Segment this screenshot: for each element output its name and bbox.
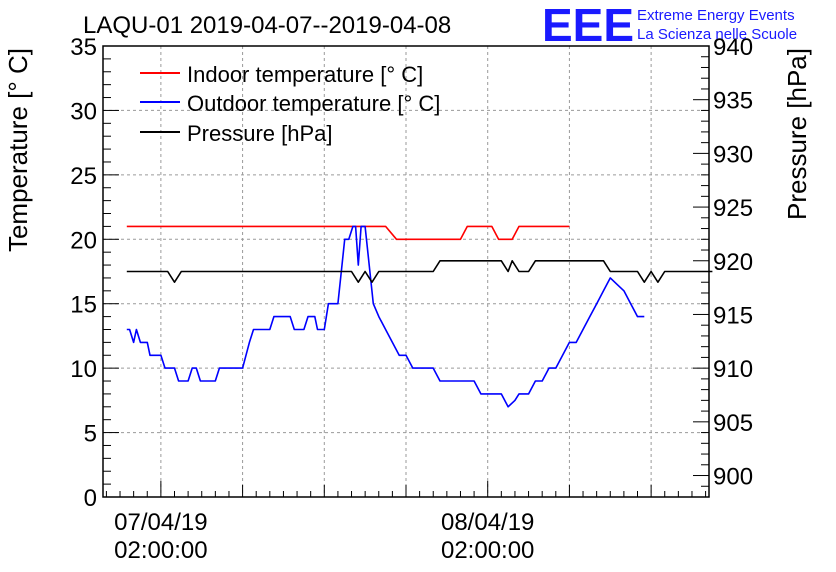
y-tick-label: 35	[70, 34, 97, 61]
y-right-tick-label: 905	[713, 410, 753, 437]
logo-line-1: Extreme Energy Events	[637, 7, 795, 24]
y-tick-label: 20	[70, 227, 97, 254]
y-axis-right-title: Pressure [hPa]	[782, 48, 812, 220]
y-tick-label: 0	[84, 485, 97, 512]
y-tick-label: 10	[70, 356, 97, 383]
x-tick-label-date: 08/04/19	[441, 509, 534, 536]
legend-label-pressure: Pressure [hPa]	[187, 121, 333, 146]
series-line-outdoor-temperature-c	[126, 225, 645, 408]
y-right-tick-label: 920	[713, 249, 753, 276]
y-right-tick-label: 935	[713, 88, 753, 115]
y-right-tick-label: 900	[713, 464, 753, 491]
y-right-tick-label: 915	[713, 302, 753, 329]
y-tick-label: 30	[70, 98, 97, 125]
y-tick-label: 5	[84, 421, 97, 448]
series-lines	[126, 225, 713, 408]
chart-title: LAQU-01 2019-04-07--2019-04-08	[83, 12, 451, 39]
x-tick-label-date: 07/04/19	[114, 509, 207, 536]
series-line-pressure-hpa	[126, 259, 713, 284]
y-right-tick-label: 910	[713, 356, 753, 383]
y-axis-title: Temperature [° C]	[3, 48, 33, 252]
logo-text: EEE	[542, 0, 634, 51]
eee-logo: EEE Extreme Energy Events La Scienza nel…	[542, 0, 797, 51]
y-right-tick-label: 925	[713, 195, 753, 222]
y-tick-label: 15	[70, 292, 97, 319]
legend: Indoor temperature [° C] Outdoor tempera…	[140, 62, 440, 146]
legend-label-indoor: Indoor temperature [° C]	[187, 62, 423, 87]
y-right-tick-label: 930	[713, 141, 753, 168]
x-tick-label-time: 02:00:00	[114, 537, 207, 564]
series-line-indoor-temperature-c	[126, 225, 570, 241]
x-tick-label-time: 02:00:00	[441, 537, 534, 564]
y-tick-label: 25	[70, 163, 97, 190]
axes: 0 5 10 15 20 25 30 35 900 905 910 915 920 925 930 935 94…	[70, 34, 753, 564]
logo-line-2: La Scienza nelle Scuole	[637, 26, 797, 43]
y-right-tick-label: 940	[713, 34, 753, 61]
legend-label-outdoor: Outdoor temperature [° C]	[187, 91, 440, 116]
